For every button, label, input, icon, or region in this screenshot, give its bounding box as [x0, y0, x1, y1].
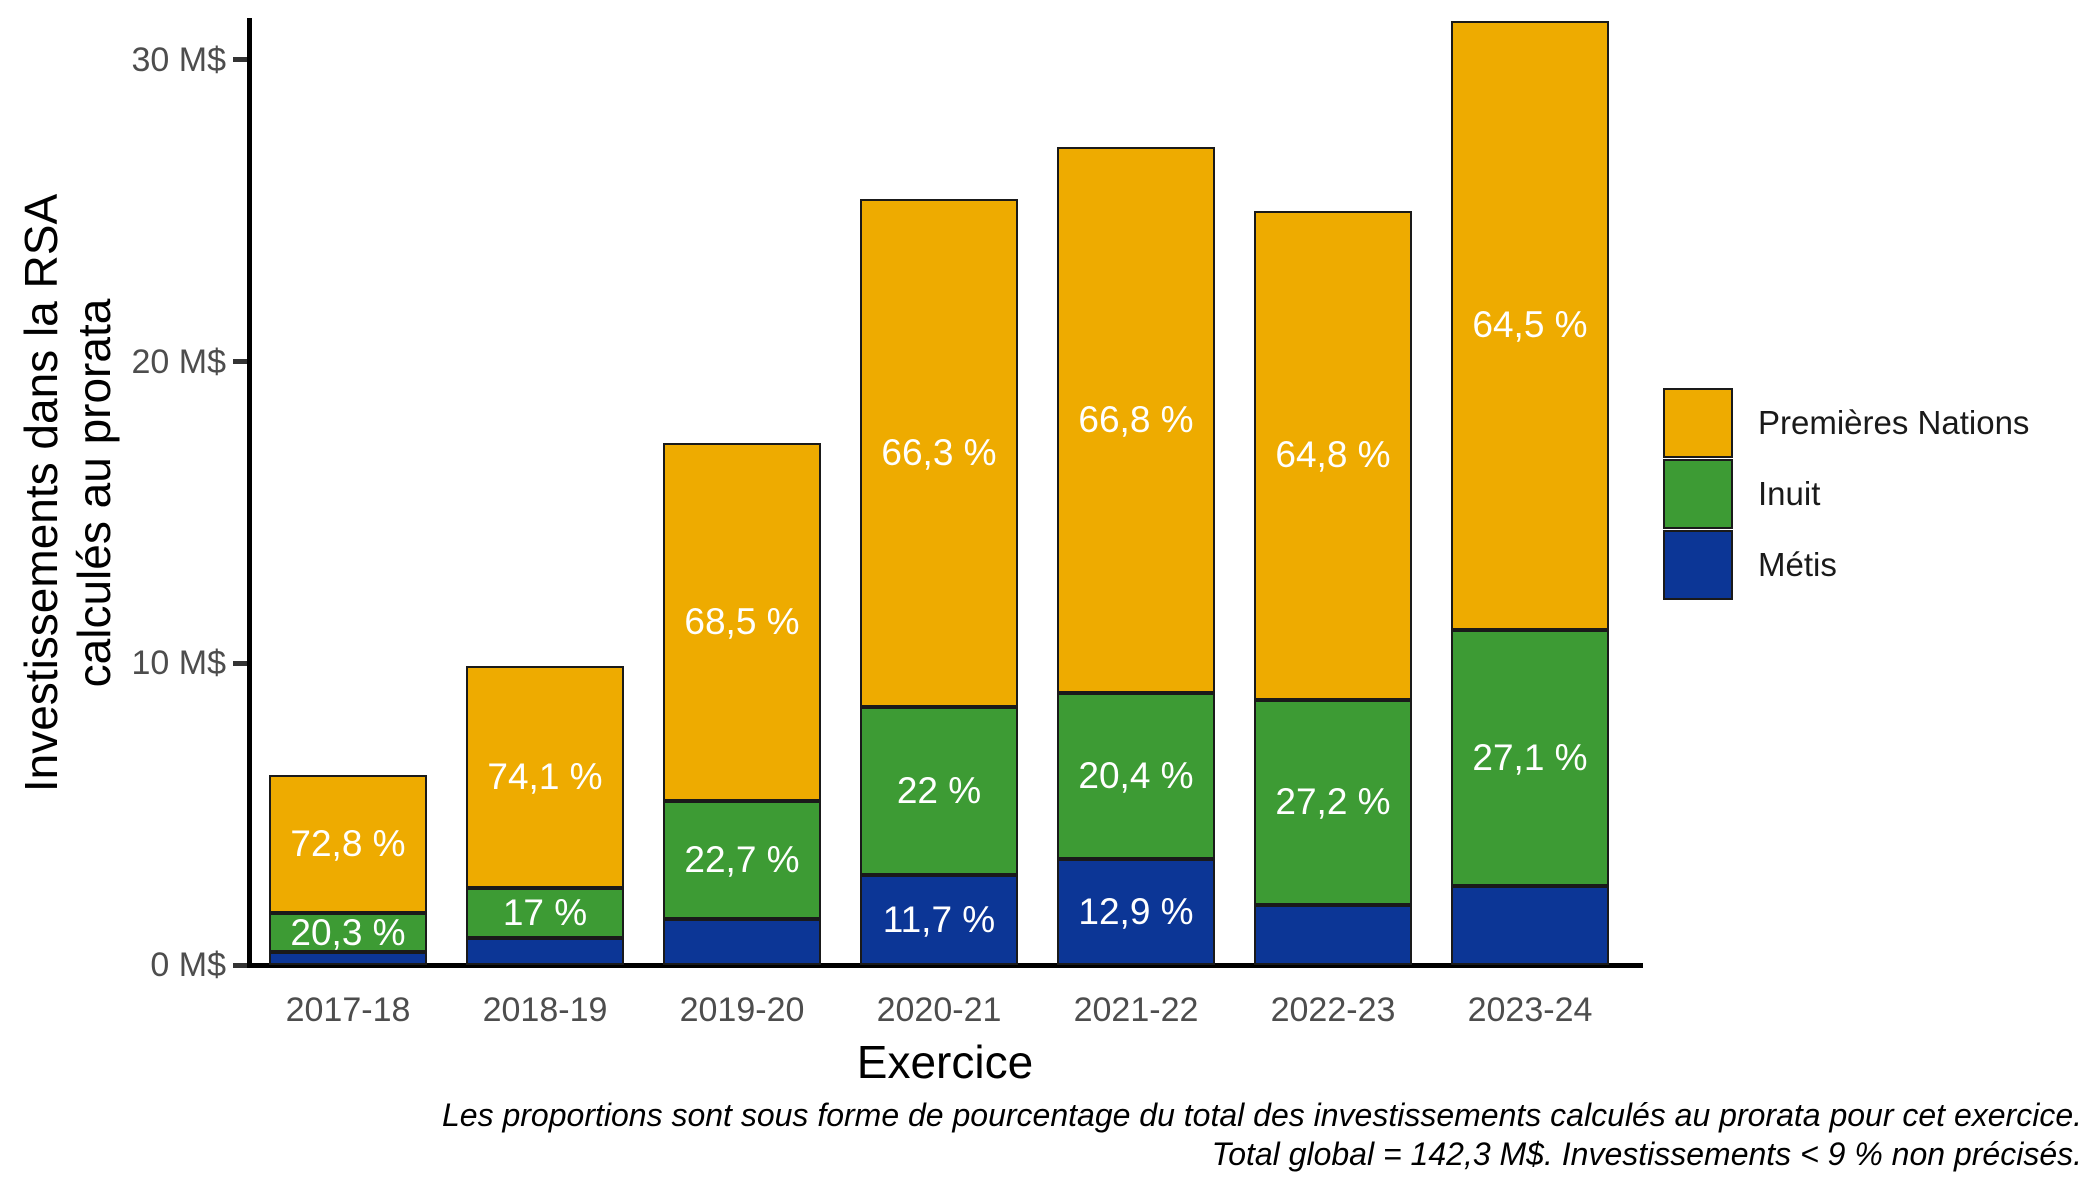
bar-segment-m-tis-2022-23	[1254, 904, 1412, 965]
y-axis-title: Investissements dans la RSA calculés au …	[15, 43, 125, 943]
caption-line1: Les proportions sont sous forme de pourc…	[441, 1097, 2082, 1133]
y-tick-mark	[233, 660, 247, 666]
bar-percentage-label: 66,8 %	[1078, 398, 1194, 440]
bar-percentage-label: 64,8 %	[1275, 434, 1391, 476]
x-tick-label-2021-22: 2021-22	[1073, 991, 1199, 1029]
x-tick-label-2019-20: 2019-20	[679, 991, 805, 1029]
bar-percentage-label: 22,7 %	[684, 838, 800, 880]
bar-segment-premi-res-nations-2022-23	[1254, 210, 1412, 700]
x-tick-label-2023-24: 2023-24	[1467, 991, 1593, 1029]
bar-segment-m-tis-2021-22	[1057, 859, 1215, 965]
bar-segment-m-tis-2020-21	[860, 875, 1018, 965]
legend-swatch-m-tis	[1663, 530, 1733, 600]
bar-percentage-label: 20,4 %	[1078, 754, 1194, 796]
legend-swatch-premi-res-nations	[1663, 388, 1733, 458]
bar-segment-inuit-2018-19	[466, 887, 624, 939]
bar-segment-m-tis-2019-20	[663, 919, 821, 965]
bar-segment-premi-res-nations-2021-22	[1057, 146, 1215, 693]
bar-percentage-label: 27,2 %	[1275, 781, 1391, 823]
caption: Les proportions sont sous forme de pourc…	[180, 1096, 2082, 1174]
bar-percentage-label: 74,1 %	[487, 756, 603, 798]
bar-segment-m-tis-2023-24	[1451, 885, 1609, 965]
bar-percentage-label: 20,3 %	[290, 911, 406, 953]
x-tick-label-2018-19: 2018-19	[482, 991, 608, 1029]
bar-segment-inuit-2022-23	[1254, 699, 1412, 905]
bar-percentage-label: 64,5 %	[1472, 304, 1588, 346]
x-axis-title: Exercice	[856, 1036, 1034, 1088]
bar-segment-premi-res-nations-2019-20	[663, 443, 821, 801]
x-tick-label-2017-18: 2017-18	[285, 991, 411, 1029]
bar-percentage-label: 11,7 %	[882, 899, 996, 941]
x-tick-label-2022-23: 2022-23	[1270, 991, 1396, 1029]
y-tick-mark	[233, 57, 247, 63]
legend-label-inuit: Inuit	[1758, 475, 1821, 512]
bar-segment-inuit-2023-24	[1451, 629, 1609, 886]
y-tick-label: 30 M$	[131, 40, 227, 79]
bar-percentage-label: 17 %	[502, 892, 588, 934]
y-tick-label: 0 M$	[150, 946, 226, 984]
bar-segment-premi-res-nations-2018-19	[466, 666, 624, 888]
legend-label-premi-res-nations: Premières Nations	[1758, 404, 2030, 441]
bar-percentage-label: 68,5 %	[684, 600, 800, 642]
bar-segment-inuit-2020-21	[860, 706, 1018, 876]
x-tick-label-2020-21: 2020-21	[876, 991, 1002, 1029]
bar-segment-premi-res-nations-2017-18	[269, 774, 427, 914]
legend-label-m-tis: Métis	[1758, 546, 1837, 583]
bar-percentage-label: 66,3 %	[881, 431, 997, 473]
caption-line2: Total global = 142,3 M$. Investissements…	[1211, 1136, 2082, 1172]
legend-swatch-inuit	[1663, 459, 1733, 529]
bar-percentage-label: 72,8 %	[290, 823, 406, 865]
bar-percentage-label: 12,9 %	[1078, 891, 1194, 933]
y-tick-label: 10 M$	[131, 644, 227, 683]
bar-segment-premi-res-nations-2020-21	[860, 198, 1018, 707]
bar-percentage-label: 22 %	[896, 770, 982, 812]
y-axis-line	[247, 18, 252, 968]
x-axis-line	[247, 963, 1643, 968]
bar-percentage-label: 27,1 %	[1472, 736, 1588, 778]
bar-segment-m-tis-2018-19	[466, 938, 624, 965]
y-axis-title-line2: calculés au prorata	[68, 298, 120, 688]
bar-segment-m-tis-2017-18	[269, 952, 427, 965]
y-tick-mark	[233, 962, 247, 968]
bar-segment-inuit-2019-20	[663, 800, 821, 920]
bar-segment-inuit-2021-22	[1057, 692, 1215, 860]
y-tick-label: 20 M$	[131, 342, 227, 381]
y-axis-title-line1: Investissements dans la RSA	[15, 193, 67, 793]
bar-segment-inuit-2017-18	[269, 913, 427, 953]
bar-segment-premi-res-nations-2023-24	[1451, 20, 1609, 630]
y-tick-mark	[233, 359, 247, 365]
